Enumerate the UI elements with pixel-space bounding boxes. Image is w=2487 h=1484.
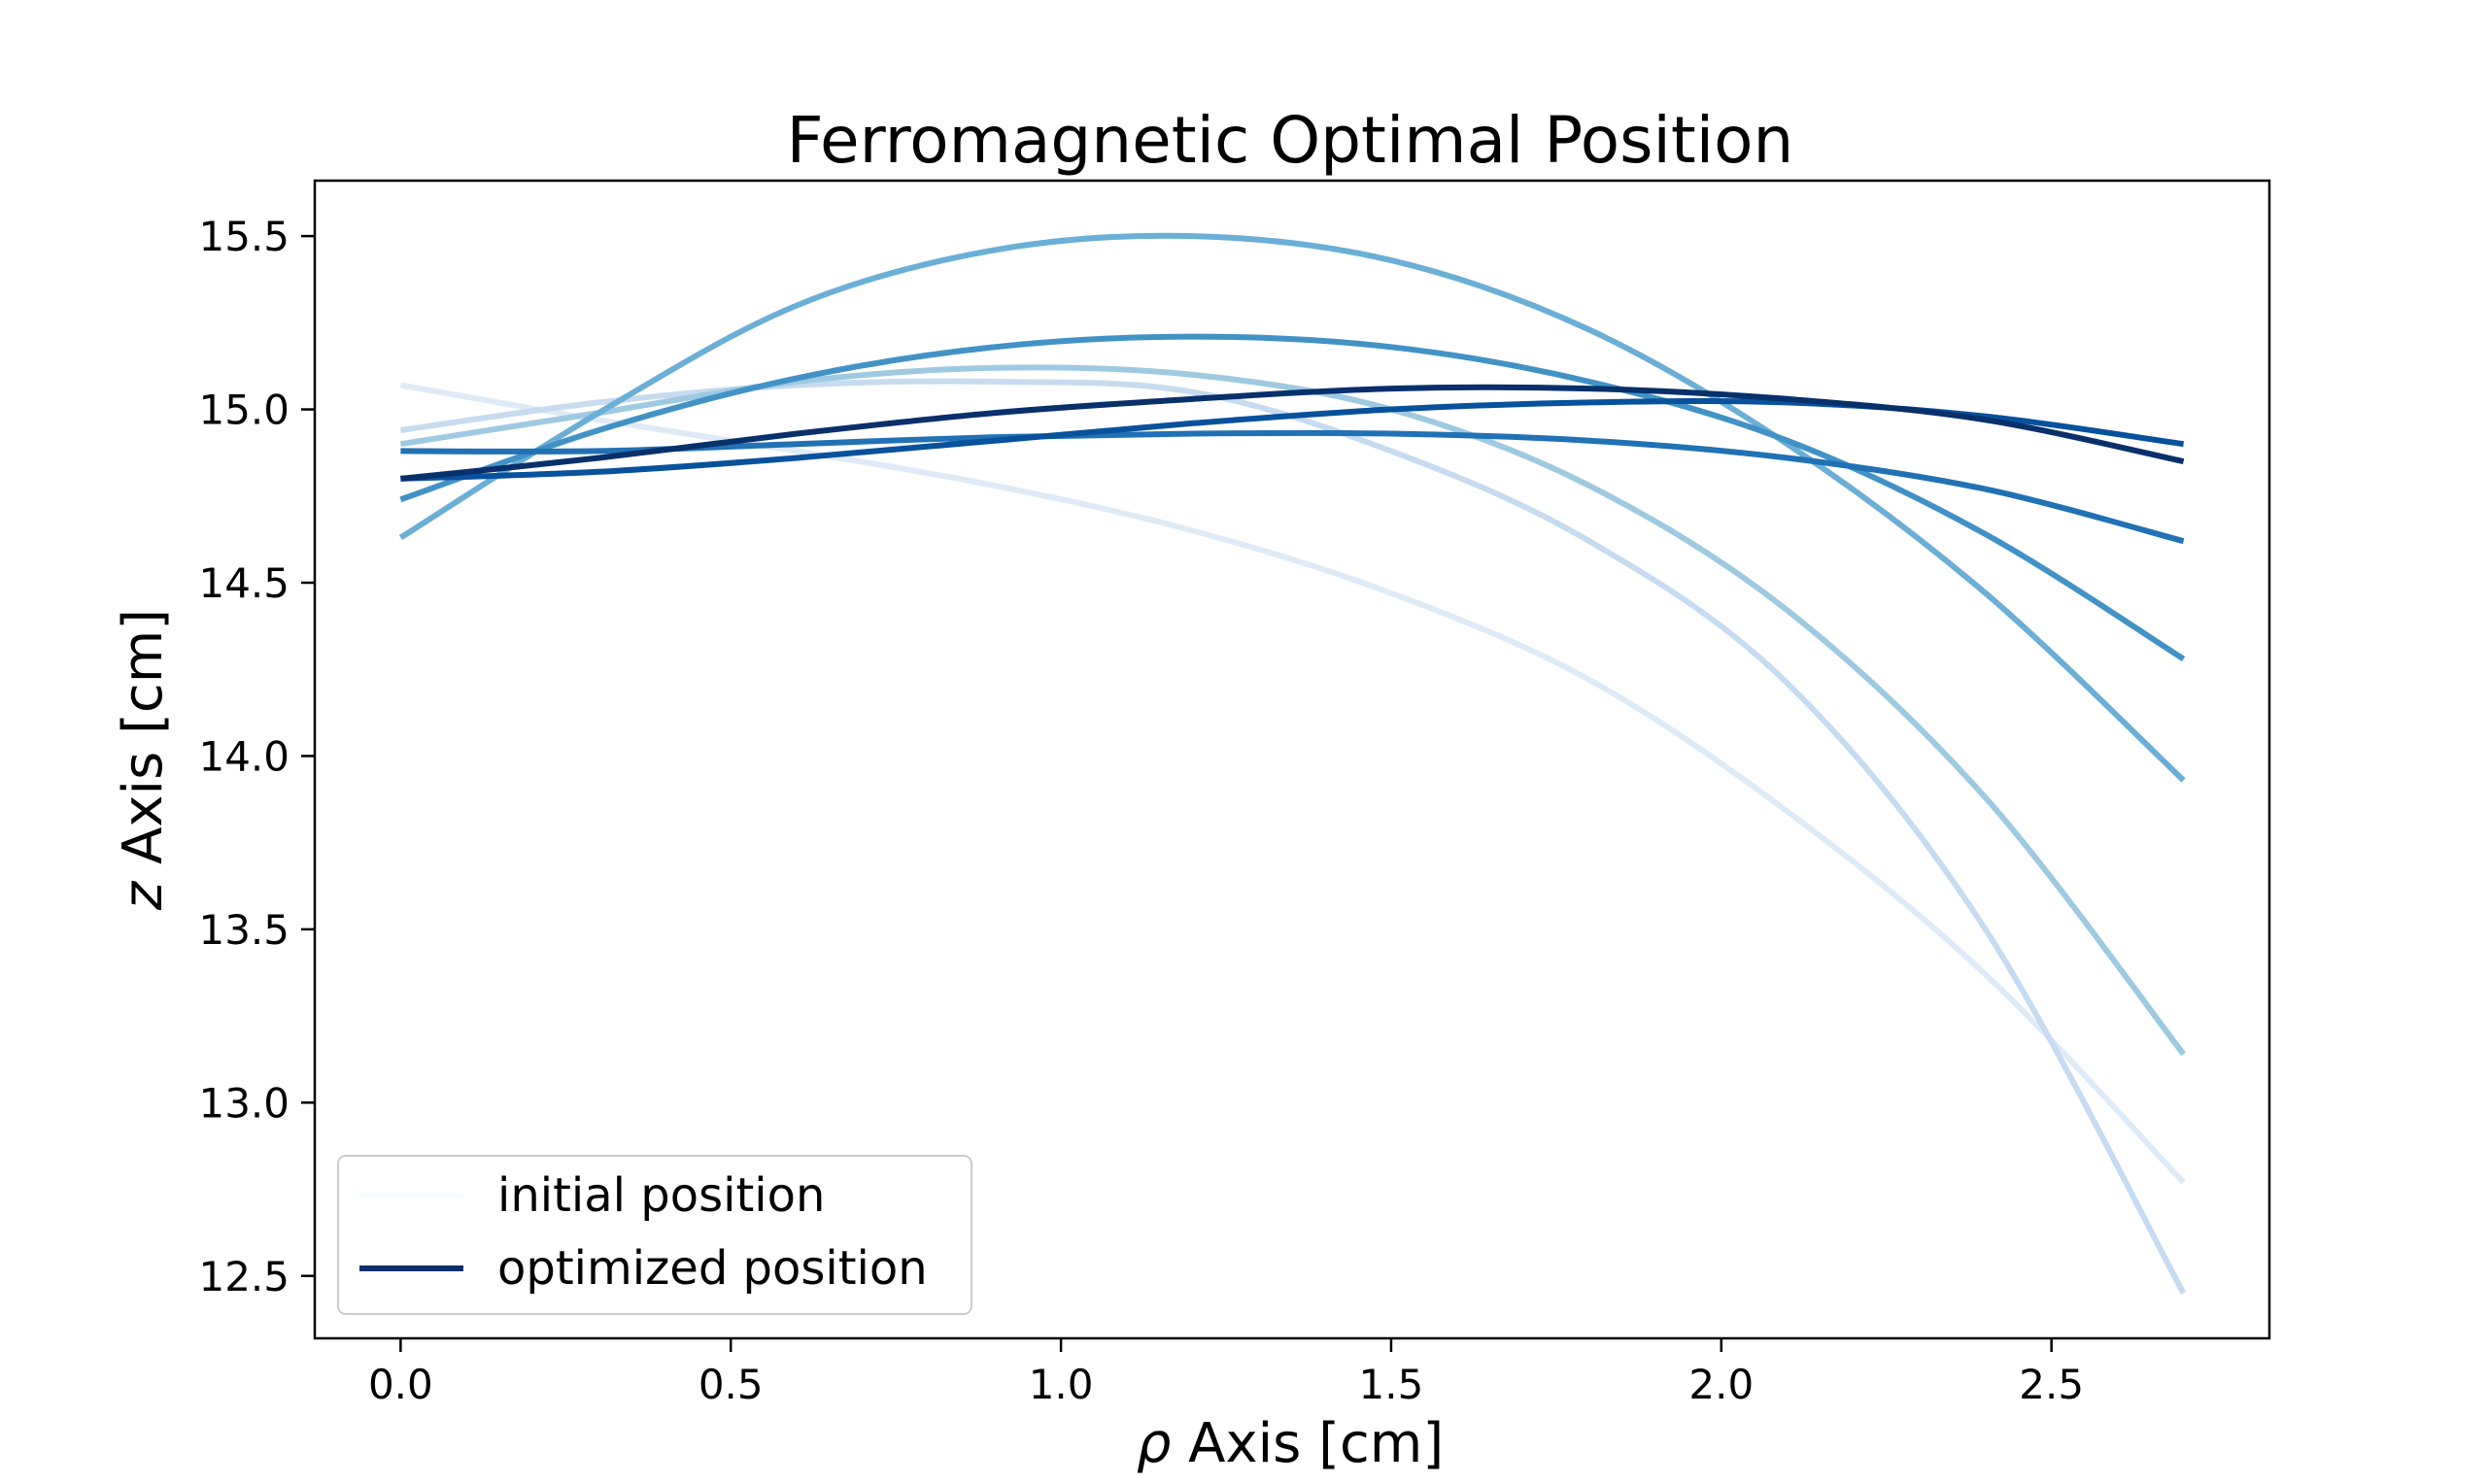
- x-tick-label: 1.0: [1029, 1361, 1094, 1408]
- legend: initial position optimized position: [337, 1155, 972, 1315]
- series-line-4: [399, 333, 2186, 662]
- x-axis: 0.0 0.5 1.0 1.5 2.0 2.5: [368, 1338, 2084, 1408]
- y-tick-label: 12.5: [198, 1253, 290, 1300]
- y-tick-label: 14.0: [198, 732, 290, 780]
- x-tick-label: 0.0: [368, 1361, 433, 1408]
- series-line-7: [400, 384, 2185, 482]
- x-tick-label: 2.0: [1688, 1361, 1754, 1408]
- y-tick-label: 15.0: [198, 387, 290, 434]
- chart-title: Ferromagnetic Optimal Position: [787, 103, 1794, 178]
- x-tick-label: 1.5: [1359, 1361, 1424, 1408]
- y-axis-label: z Axis [cm]: [112, 609, 175, 911]
- y-axis-symbol: z: [112, 880, 175, 911]
- x-axis-label: ρ Axis [cm]: [1137, 1412, 1444, 1475]
- legend-box: [337, 1155, 972, 1315]
- x-axis-text: Axis [cm]: [1171, 1412, 1444, 1475]
- x-tick-label: 0.5: [698, 1361, 764, 1408]
- y-axis-text: Axis [cm]: [112, 609, 175, 882]
- y-tick-label: 13.5: [198, 906, 290, 954]
- series-line-0: [399, 382, 2186, 1185]
- y-axis: 12.5 13.0 13.5 14.0 14.5 15.0 15.5: [198, 213, 315, 1300]
- series-layer: [398, 232, 2187, 1296]
- series-line-3: [398, 232, 2186, 783]
- y-tick-label: 15.5: [198, 213, 290, 260]
- legend-label-initial: initial position: [497, 1168, 825, 1223]
- y-tick-label: 13.0: [198, 1079, 290, 1127]
- plot-frame: [313, 179, 2271, 1340]
- x-axis-symbol: ρ: [1137, 1412, 1172, 1475]
- y-tick-label: 14.5: [198, 559, 290, 607]
- series-line-2: [399, 364, 2186, 1057]
- legend-label-optimized: optimized position: [497, 1241, 928, 1296]
- x-tick-label: 2.5: [2019, 1361, 2084, 1408]
